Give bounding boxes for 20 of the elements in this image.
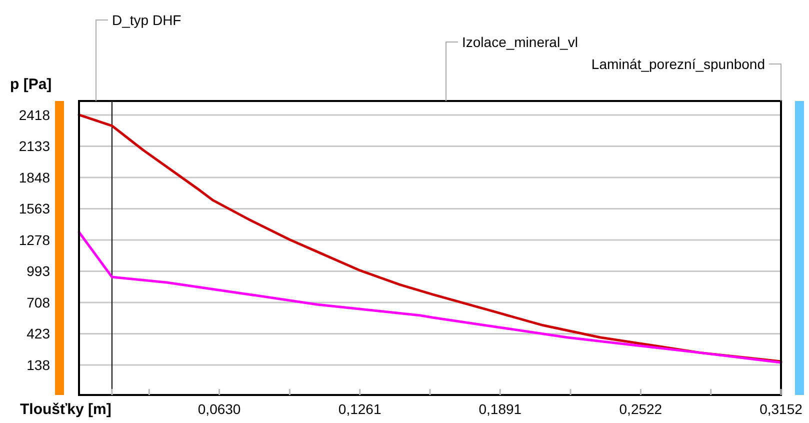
y-tick-label: 1278 [18, 232, 50, 248]
x-axis-title: Tloušťky [m] [20, 401, 112, 418]
y-tick-label: 138 [26, 356, 50, 373]
text: Laminát_porezní_spunbond [591, 56, 765, 72]
x-tick-label: 0,1261 [338, 401, 382, 417]
y-tick-label: 1848 [18, 169, 50, 186]
y-tick-label: 1563 [18, 200, 50, 217]
y-tick-label: 2133 [18, 138, 50, 154]
x-tick-label: 0,3152 [760, 401, 803, 417]
y-tick-label: 423 [26, 326, 50, 342]
text: Izolace_mineral_vl [462, 34, 578, 50]
x-tick-label: 0,2522 [619, 401, 662, 417]
x-tick-label: 0,1891 [478, 401, 522, 417]
y-tick-label: 708 [26, 294, 50, 310]
x-tick-label: 0,0630 [198, 401, 241, 417]
text: D_typ DHF [112, 12, 182, 28]
y-axis-title: p [Pa] [10, 76, 52, 93]
y-tick-label: 2418 [18, 106, 50, 123]
y-tick-label: 993 [26, 263, 50, 280]
line-series [78, 230, 782, 364]
